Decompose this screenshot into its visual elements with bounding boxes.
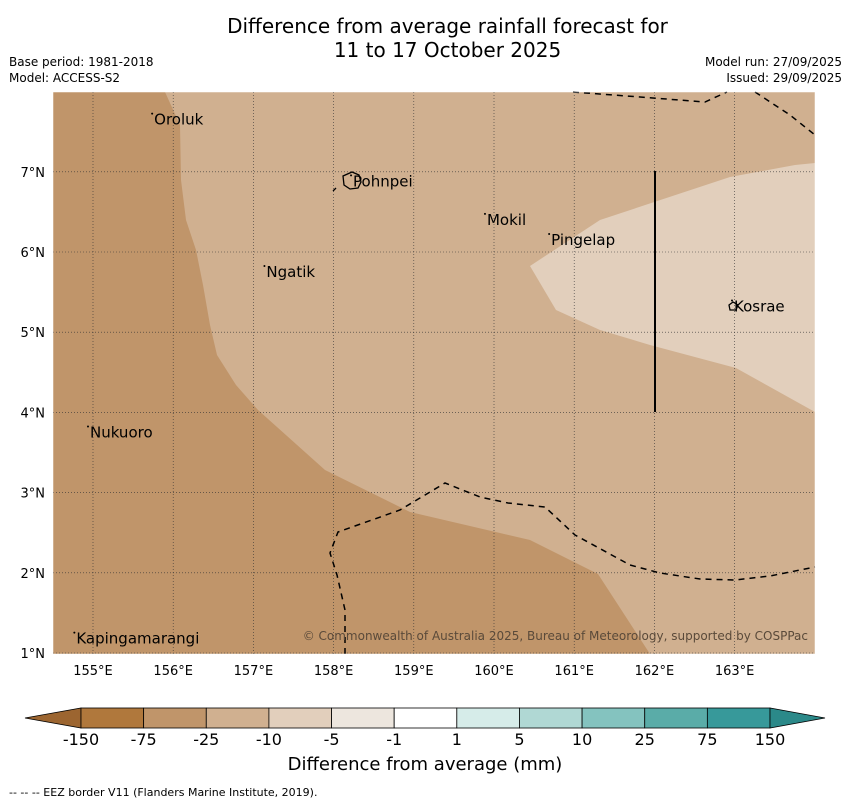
base-period: Base period: 1981-2018 (9, 55, 154, 69)
eez-borders (329, 91, 816, 654)
meta-left: Base period: 1981-2018 Model: ACCESS-S2 (9, 54, 154, 86)
colorbar-title: Difference from average (mm) (287, 754, 563, 775)
colorbar-label: -5 (324, 730, 340, 749)
lon-tick-label: 157°E (234, 664, 274, 679)
lon-tick-label: 161°E (554, 664, 594, 679)
longitude-ticks: 155°E 156°E 157°E 158°E 159°E 160°E 161°E 162°E… (73, 664, 754, 679)
lon-tick-label: 158°E (314, 664, 354, 679)
lon-tick-label: 162°E (635, 664, 675, 679)
colorbar-label: 75 (697, 730, 717, 749)
place-marker (151, 112, 154, 115)
lon-tick-label: 160°E (474, 664, 514, 679)
issued-date: Issued: 29/09/2025 (726, 71, 842, 85)
kosrae-island (728, 301, 739, 311)
place-marker (483, 212, 486, 215)
colorbar-label: -150 (63, 730, 99, 749)
eez-border-north (572, 91, 728, 103)
meta-right: Model run: 27/09/2025 Issued: 29/09/2025 (705, 54, 842, 86)
title-line-1: Difference from average rainfall forecas… (227, 14, 668, 38)
colorbar-swatch (519, 707, 583, 729)
lat-tick-label: 1°N (21, 647, 46, 662)
place-marker (86, 425, 89, 428)
place-marker (263, 265, 266, 268)
eez-footnote: -- -- -- EEZ border V11 (Flanders Marine… (9, 786, 318, 799)
place-label: Kapingamarangi (76, 630, 199, 648)
place-label: Mokil (487, 211, 526, 229)
colorbar-swatch (331, 707, 395, 729)
colorbar-swatch (706, 707, 771, 729)
place-marker (730, 299, 733, 302)
model-run: Model run: 27/09/2025 (704, 55, 842, 69)
colorbar: -150 -75 -25 -10 -5 -1 1 5 10 25 75 150 (24, 707, 826, 749)
colorbar-swatch (644, 707, 708, 729)
colorbar-label: 5 (514, 730, 524, 749)
eez-border-northeast (754, 91, 816, 136)
colorbar-label: -75 (131, 730, 157, 749)
model-name: Model: ACCESS-S2 (9, 71, 121, 85)
eez-border-south (329, 482, 816, 654)
rainfall-field (53, 92, 815, 654)
map-title: Difference from average rainfall forecas… (0, 14, 850, 62)
lat-tick-label: 4°N (21, 406, 46, 421)
copyright-text: © Commonwealth of Australia 2025, Bureau… (303, 629, 808, 643)
colorbar-swatch (143, 707, 207, 729)
lat-tick-label: 6°N (21, 246, 46, 261)
place-marker (350, 174, 353, 177)
colorbar-swatch (456, 707, 520, 729)
colorbar-swatch (393, 707, 458, 729)
colorbar-extend-high (769, 707, 826, 729)
colorbar-swatch (268, 707, 332, 729)
title-line-2: 11 to 17 October 2025 (333, 38, 562, 62)
pohnpei-island (342, 171, 362, 190)
lat-tick-label: 3°N (21, 487, 46, 502)
colorbar-label: -10 (256, 730, 282, 749)
place-label: Kosrae (734, 298, 785, 316)
ant-atoll (332, 187, 337, 192)
place-label: Ngatik (266, 263, 315, 281)
colorbar-extend-low (24, 707, 82, 729)
colorbar-swatch (80, 707, 145, 729)
place-label: Pingelap (551, 231, 615, 249)
lat-tick-label: 5°N (21, 326, 46, 341)
lon-tick-label: 155°E (73, 664, 113, 679)
place-marker (73, 631, 76, 634)
colorbar-label: 150 (755, 730, 786, 749)
map-frame (52, 91, 816, 655)
place-label: Oroluk (154, 111, 203, 129)
place-labels: Oroluk Pohnpei Mokil Pingelap Ngatik Kosrae Nu… (73, 111, 785, 648)
place-marker (548, 232, 551, 235)
colorbar-label: 1 (452, 730, 462, 749)
colorbar-label: 10 (572, 730, 592, 749)
lat-tick-label: 7°N (21, 166, 46, 181)
lon-tick-label: 163°E (715, 664, 755, 679)
place-label: Nukuoro (90, 423, 153, 441)
colorbar-label: -25 (193, 730, 219, 749)
colorbar-label: 25 (635, 730, 655, 749)
lon-tick-label: 156°E (153, 664, 193, 679)
place-label: Pohnpei (353, 172, 413, 190)
lat-tick-label: 2°N (21, 567, 46, 582)
band-slight (530, 163, 815, 412)
colorbar-swatch (205, 707, 270, 729)
lon-tick-label: 159°E (394, 664, 434, 679)
colorbar-label: -1 (386, 730, 402, 749)
latitude-ticks: 7°N 6°N 5°N 4°N 3°N 2°N 1°N (21, 166, 46, 662)
colorbar-swatch (581, 707, 646, 729)
